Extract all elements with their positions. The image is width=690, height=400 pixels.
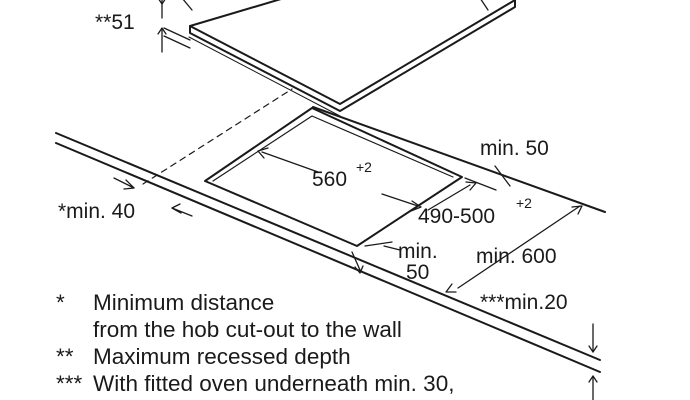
back-margin-dimension (464, 165, 511, 191)
worktop-thickness-dimension (588, 323, 598, 400)
cutout-opening (204, 107, 463, 247)
footnote-1: * Minimum distance (56, 289, 454, 316)
footnote-3: *** With fitted oven underneath min. 30, (56, 370, 454, 397)
worktop-depth-dimension (445, 205, 583, 293)
cutout-depth-dimension (364, 181, 477, 247)
cutout-depth-label: 490-500 (418, 205, 495, 228)
cutout-width-label: 560 (312, 168, 347, 191)
worktop-thickness-label: ***min.20 (480, 291, 568, 314)
recess-dimension (157, 0, 191, 53)
front-margin-dimension (351, 245, 401, 274)
cutout-width-dimension (257, 147, 422, 212)
cutout-depth-tolerance: +2 (516, 195, 532, 211)
footnote-text: Maximum recessed depth (93, 344, 351, 369)
wall-distance-dimension (113, 177, 193, 217)
wall-distance-label: *min. 40 (58, 200, 135, 223)
worktop-depth-label: min. 600 (476, 245, 557, 268)
cutout-width-tolerance: +2 (356, 159, 372, 175)
footnote-mark: ** (56, 344, 74, 369)
footnote-text: With fitted oven underneath min. 30, (93, 371, 455, 396)
max-recess-label: **51 (95, 11, 135, 34)
footnote-mark: *** (56, 371, 83, 396)
front-margin-label: min. (398, 240, 438, 263)
worktop (55, 106, 606, 373)
footnote-2: ** Maximum recessed depth (56, 343, 454, 370)
footnote-mark: * (56, 290, 65, 315)
footnotes: * Minimum distance from the hob cut-out … (56, 289, 454, 397)
hob-appliance (182, 0, 516, 117)
footnote-text: Minimum distance (93, 290, 275, 315)
front-margin-value: 50 (406, 261, 429, 284)
footnote-text: from the hob cut-out to the wall (93, 317, 402, 342)
back-margin-label: min. 50 (480, 137, 549, 160)
wall-projection-line (142, 88, 293, 185)
footnote-1-continued: from the hob cut-out to the wall (56, 316, 454, 343)
